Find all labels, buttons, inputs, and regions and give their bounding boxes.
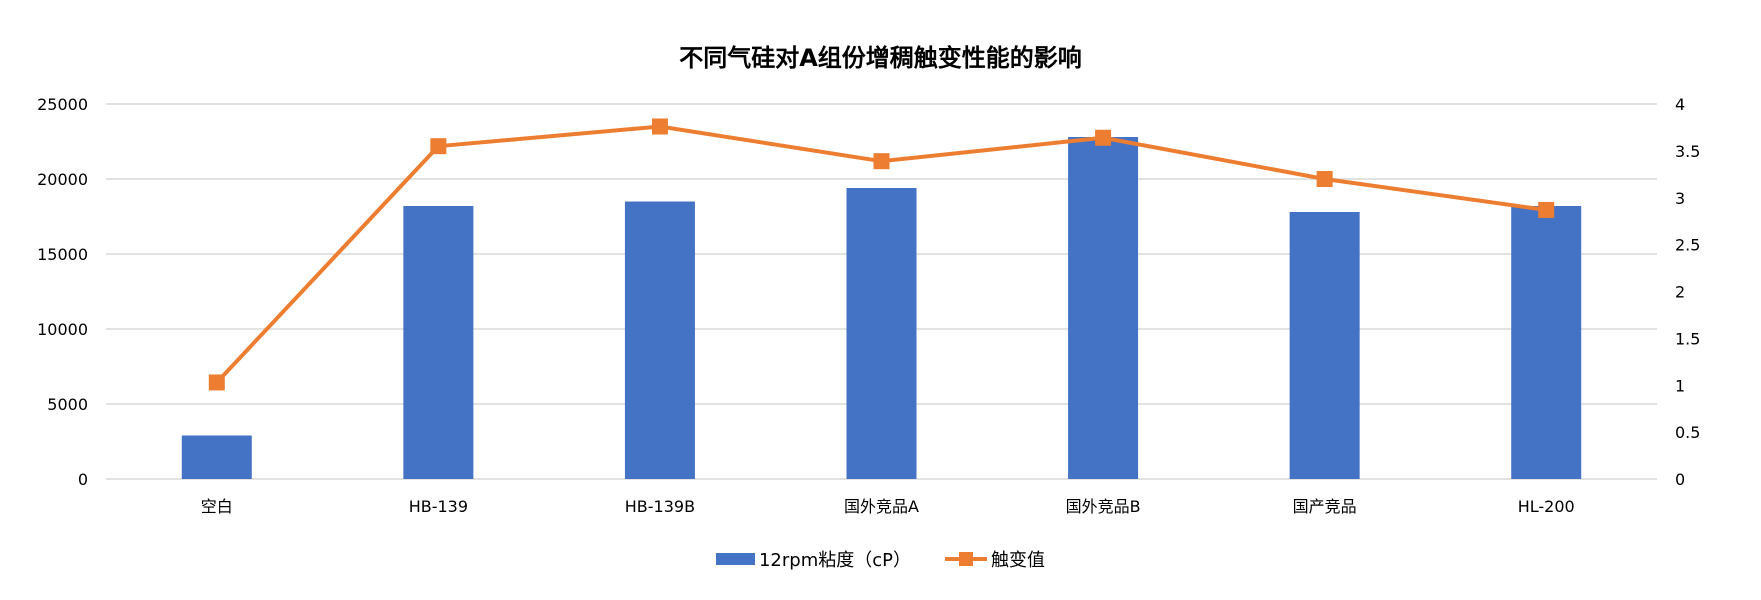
legend-label-viscosity: 12rpm粘度（cP）	[758, 550, 911, 571]
category-label: HB-139	[409, 497, 468, 516]
right-axis-ticks: 0 0.5 1 1.5 2 2.5 3 3.5 4	[1675, 95, 1700, 489]
category-label: 国外竞品B	[1066, 497, 1141, 516]
bar[interactable]	[1289, 212, 1360, 479]
category-label: HB-139B	[625, 497, 695, 516]
left-axis-tick-label: 15000	[37, 245, 88, 264]
square-marker-icon[interactable]	[430, 138, 447, 155]
left-axis-tick-label: 25000	[37, 95, 88, 114]
left-axis-tick-label: 20000	[37, 170, 88, 189]
right-axis-tick-label: 0	[1675, 470, 1685, 489]
right-axis-tick-label: 4	[1675, 95, 1685, 114]
right-axis-tick-label: 1.5	[1675, 329, 1700, 348]
category-label: 国外竞品A	[844, 497, 919, 516]
line-marker-swatch-icon	[945, 552, 987, 566]
legend-item-viscosity[interactable]: 12rpm粘度（cP）	[715, 546, 911, 572]
left-axis-tick-label: 0	[78, 470, 88, 489]
right-axis-tick-label: 3.5	[1675, 142, 1700, 161]
legend-item-thixotropy[interactable]: 触变值	[945, 546, 1045, 572]
left-axis-ticks: 0 5000 10000 15000 20000 25000	[37, 95, 88, 489]
bar[interactable]	[181, 435, 252, 480]
bar[interactable]	[624, 201, 695, 480]
line-series	[208, 118, 1555, 391]
right-axis-tick-label: 1	[1675, 376, 1685, 395]
square-marker-icon[interactable]	[873, 153, 890, 170]
bar[interactable]	[1511, 206, 1582, 479]
right-axis-tick-label: 3	[1675, 189, 1685, 208]
bar[interactable]	[846, 188, 917, 479]
bar-series	[181, 137, 1582, 480]
square-marker-icon[interactable]	[1538, 201, 1555, 218]
category-label: 空白	[201, 497, 233, 516]
bar-swatch-icon	[715, 553, 755, 565]
legend-label-thixotropy: 触变值	[991, 550, 1045, 571]
square-marker-icon[interactable]	[651, 118, 668, 135]
category-label: HL-200	[1518, 497, 1575, 516]
legend: 12rpm粘度（cP） 触变值	[0, 546, 1761, 572]
chart-title: 不同气硅对A组份增稠触变性能的影响	[679, 44, 1082, 72]
right-axis-tick-label: 2.5	[1675, 236, 1700, 255]
bar[interactable]	[1068, 137, 1139, 479]
right-axis-tick-label: 2	[1675, 283, 1685, 302]
category-label: 国产竞品	[1293, 497, 1357, 516]
left-axis-tick-label: 10000	[37, 320, 88, 339]
left-axis-tick-label: 5000	[47, 395, 88, 414]
right-axis-tick-label: 0.5	[1675, 423, 1700, 442]
bar[interactable]	[403, 206, 474, 479]
square-marker-icon[interactable]	[1316, 171, 1333, 187]
square-marker-icon[interactable]	[208, 374, 225, 391]
square-marker-icon[interactable]	[1095, 129, 1112, 146]
category-axis-labels: 空白 HB-139 HB-139B 国外竞品A 国外竞品B 国产竞品 HL-200	[201, 497, 1575, 516]
